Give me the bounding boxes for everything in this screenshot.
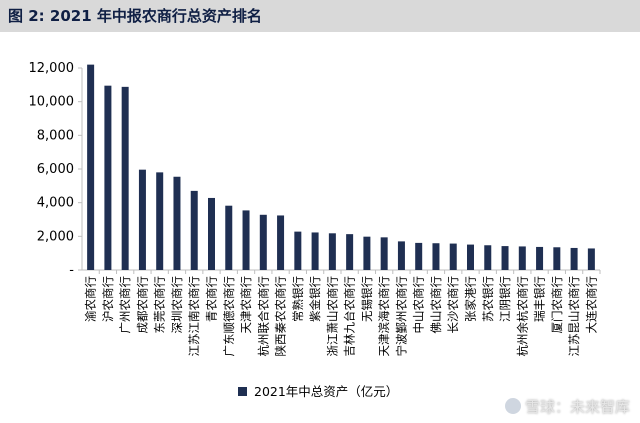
watermark: 雪球：未来智库 bbox=[504, 396, 630, 417]
legend-label: 2021年中总资产（亿元） bbox=[254, 384, 398, 399]
x-tick-label: 陕西秦农农商行 bbox=[274, 276, 288, 357]
x-tick-label: 江苏江南农商行 bbox=[187, 276, 201, 357]
x-tick-label: 常熟银行 bbox=[291, 276, 305, 322]
watermark-text: 雪球：未来智库 bbox=[524, 398, 630, 416]
bar bbox=[415, 242, 423, 270]
title-bar: 图 2: 2021 年中报农商行总资产排名 bbox=[0, 0, 640, 32]
x-tick-label: 广州农商行 bbox=[118, 276, 132, 334]
bar bbox=[536, 246, 544, 270]
bar bbox=[277, 215, 285, 270]
x-tick-label: 杭州余杭农商行 bbox=[515, 276, 529, 357]
x-tick-label: 东莞农商行 bbox=[153, 276, 167, 334]
x-tick-label: 青农商行 bbox=[205, 276, 219, 322]
bar bbox=[380, 237, 388, 270]
bar bbox=[208, 197, 215, 270]
x-tick-label: 沪农商行 bbox=[101, 276, 115, 322]
bar bbox=[242, 210, 250, 270]
x-tick-label: 渝农商行 bbox=[84, 276, 98, 322]
x-tick-label: 张家港行 bbox=[464, 276, 478, 322]
x-tick-label: 无锡银行 bbox=[360, 276, 374, 322]
x-tick-label: 杭州联合农商行 bbox=[256, 276, 270, 357]
x-tick-label: 紫金银行 bbox=[308, 276, 322, 322]
bar bbox=[587, 248, 595, 270]
x-tick-label: 浙江萧山农商行 bbox=[325, 276, 339, 357]
x-tick-label: 广东顺德农商行 bbox=[222, 276, 236, 357]
bar bbox=[501, 246, 509, 270]
bar bbox=[87, 64, 95, 270]
bar bbox=[363, 236, 371, 270]
x-tick-label: 天津滨海农商行 bbox=[377, 276, 391, 357]
x-tick-label: 江苏昆山农商行 bbox=[567, 276, 581, 357]
bar bbox=[397, 241, 405, 270]
bar bbox=[467, 244, 474, 270]
bar bbox=[190, 190, 198, 270]
bar bbox=[328, 233, 336, 270]
legend-swatch bbox=[238, 387, 247, 396]
y-tick-label: 4,000 bbox=[37, 196, 74, 211]
x-tick-label: 苏农银行 bbox=[481, 276, 495, 322]
bar bbox=[121, 86, 129, 270]
x-tick-label: 深圳农商行 bbox=[170, 276, 184, 334]
chart-title: 图 2: 2021 年中报农商行总资产排名 bbox=[8, 7, 262, 25]
y-tick-label: 8,000 bbox=[37, 128, 74, 143]
bar bbox=[518, 246, 526, 270]
bar bbox=[104, 85, 112, 270]
x-tick-label: 江阴银行 bbox=[498, 276, 512, 322]
x-tick-label: 厦门农商行 bbox=[550, 276, 564, 334]
bar-chart: - 2,000 4,000 6,000 8,000 10,000 12,000 渝农商行 沪农商… bbox=[29, 61, 601, 399]
x-tick-label: 大连农商行 bbox=[584, 276, 598, 334]
y-tick-label: 12,000 bbox=[29, 61, 75, 76]
bar bbox=[225, 205, 233, 270]
x-tick-label: 成都农商行 bbox=[135, 276, 149, 334]
y-tick-label: - bbox=[69, 263, 74, 278]
bar bbox=[449, 243, 457, 270]
bar bbox=[432, 243, 440, 270]
x-tick-label: 天津农商行 bbox=[239, 276, 253, 334]
bar bbox=[156, 172, 164, 270]
bar bbox=[570, 247, 578, 270]
bar bbox=[259, 214, 267, 270]
bar bbox=[346, 234, 354, 270]
x-tick-label: 中山农商行 bbox=[412, 276, 426, 334]
snowball-logo-icon bbox=[504, 398, 521, 414]
y-tick-label: 6,000 bbox=[37, 162, 74, 177]
x-tick-label: 长沙农商行 bbox=[446, 276, 460, 334]
bar bbox=[553, 247, 561, 270]
bar bbox=[484, 245, 492, 270]
y-tick-label: 2,000 bbox=[37, 229, 74, 244]
y-tick-label: 10,000 bbox=[29, 95, 75, 110]
x-tick-label: 宁波鄞州农商行 bbox=[394, 276, 408, 357]
bar bbox=[173, 176, 181, 270]
x-tick-label: 佛山农商行 bbox=[429, 276, 443, 334]
bar bbox=[311, 232, 319, 270]
x-tick-label: 瑞丰银行 bbox=[533, 276, 547, 322]
x-tick-label: 吉林九台农商行 bbox=[343, 276, 357, 357]
bar bbox=[138, 169, 146, 270]
bar bbox=[294, 231, 302, 270]
